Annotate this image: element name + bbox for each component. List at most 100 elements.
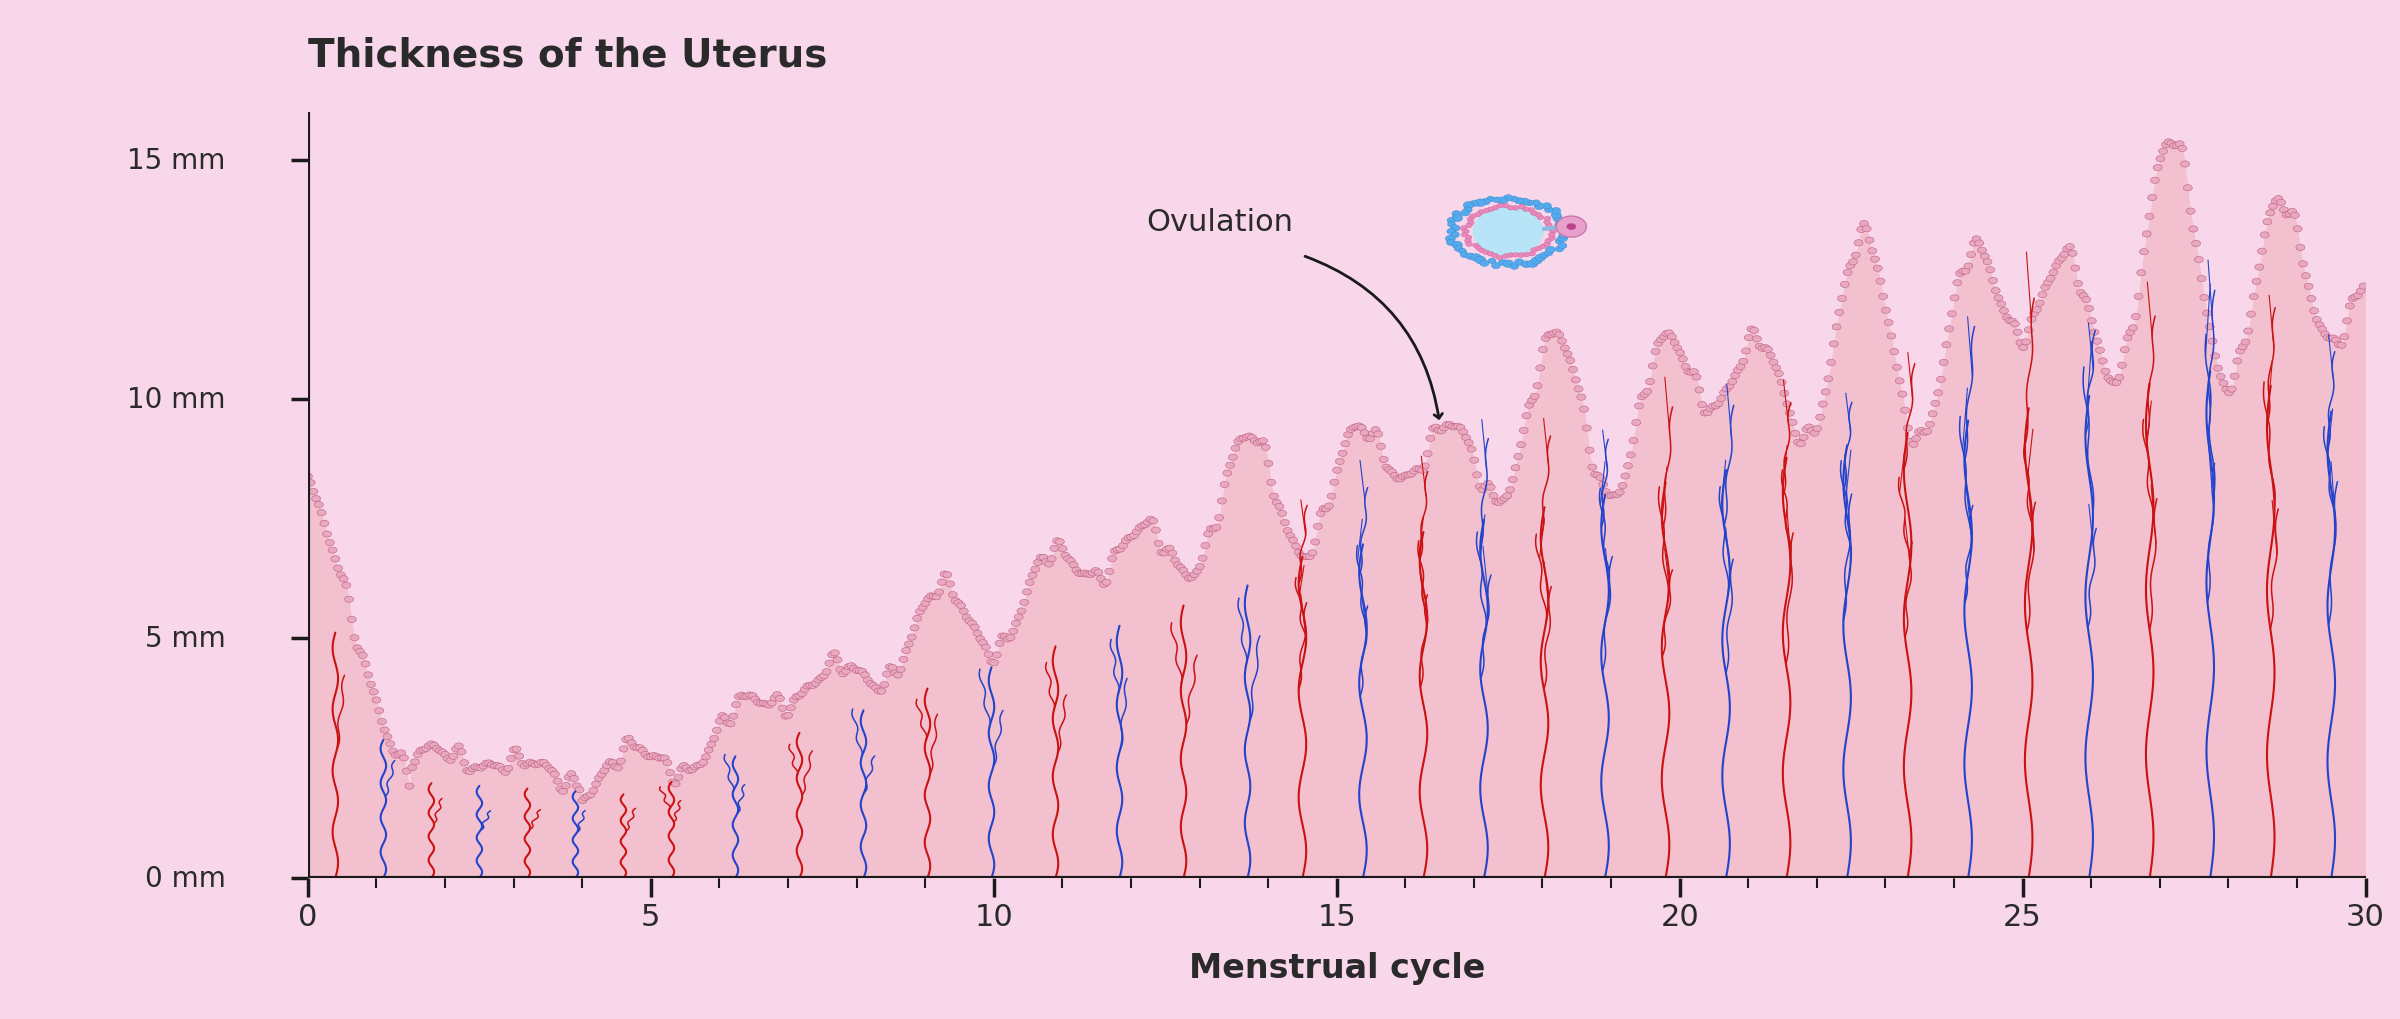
Circle shape xyxy=(2340,334,2350,340)
Circle shape xyxy=(511,746,521,752)
Circle shape xyxy=(1075,571,1082,577)
Circle shape xyxy=(818,674,828,680)
Circle shape xyxy=(413,752,422,758)
Circle shape xyxy=(1661,331,1670,337)
Circle shape xyxy=(1459,253,1469,259)
Circle shape xyxy=(2134,294,2143,301)
Circle shape xyxy=(341,583,350,589)
Circle shape xyxy=(1519,199,1529,206)
Circle shape xyxy=(1025,580,1034,586)
Circle shape xyxy=(504,765,514,771)
Circle shape xyxy=(1858,227,1865,233)
Circle shape xyxy=(2124,335,2131,341)
Circle shape xyxy=(1258,438,1267,444)
Text: 15 mm: 15 mm xyxy=(127,147,226,174)
Circle shape xyxy=(1637,394,1646,400)
Circle shape xyxy=(1594,473,1603,479)
Circle shape xyxy=(1937,377,1946,383)
Circle shape xyxy=(1507,477,1517,483)
Circle shape xyxy=(1577,394,1586,400)
Circle shape xyxy=(2201,296,2208,302)
Circle shape xyxy=(926,593,936,599)
Circle shape xyxy=(2081,298,2090,304)
Circle shape xyxy=(1574,386,1584,392)
Circle shape xyxy=(972,631,982,637)
Circle shape xyxy=(739,694,749,700)
Circle shape xyxy=(1560,345,1570,352)
Circle shape xyxy=(996,641,1003,647)
Circle shape xyxy=(1915,429,1922,436)
Circle shape xyxy=(1598,482,1608,488)
Circle shape xyxy=(2213,366,2222,372)
Circle shape xyxy=(1498,256,1502,261)
Circle shape xyxy=(461,760,468,766)
Circle shape xyxy=(1289,537,1298,544)
Circle shape xyxy=(1747,327,1757,333)
Circle shape xyxy=(1370,427,1380,433)
Circle shape xyxy=(1445,422,1454,428)
Circle shape xyxy=(2184,185,2191,192)
Circle shape xyxy=(1951,296,1958,302)
Circle shape xyxy=(1812,426,1822,432)
Circle shape xyxy=(1265,461,1272,467)
Circle shape xyxy=(1162,546,1171,552)
Circle shape xyxy=(1822,389,1831,395)
Circle shape xyxy=(814,677,823,684)
Circle shape xyxy=(1301,554,1308,560)
Circle shape xyxy=(1243,434,1250,441)
Circle shape xyxy=(482,760,490,766)
Circle shape xyxy=(1536,247,1541,252)
Circle shape xyxy=(1445,236,1454,243)
Circle shape xyxy=(350,635,360,641)
Circle shape xyxy=(1464,440,1474,446)
Circle shape xyxy=(1138,523,1147,529)
Circle shape xyxy=(1229,454,1238,461)
Circle shape xyxy=(1378,443,1385,450)
Circle shape xyxy=(638,748,648,754)
Circle shape xyxy=(2335,342,2342,348)
Circle shape xyxy=(684,767,694,774)
Circle shape xyxy=(682,765,691,771)
Circle shape xyxy=(1817,415,1824,421)
Circle shape xyxy=(758,700,768,706)
Circle shape xyxy=(418,747,427,753)
Circle shape xyxy=(643,754,653,760)
Circle shape xyxy=(396,750,406,756)
Circle shape xyxy=(538,759,545,765)
Circle shape xyxy=(389,748,398,754)
Circle shape xyxy=(1906,439,1915,445)
Circle shape xyxy=(1690,369,1699,376)
Circle shape xyxy=(948,592,958,598)
Circle shape xyxy=(1382,465,1392,471)
Circle shape xyxy=(490,763,499,769)
Circle shape xyxy=(1157,549,1166,556)
Circle shape xyxy=(847,663,857,669)
Circle shape xyxy=(1973,236,1980,243)
Circle shape xyxy=(1843,270,1853,276)
Circle shape xyxy=(607,759,617,766)
Circle shape xyxy=(1745,335,1754,341)
Circle shape xyxy=(2189,226,2198,233)
Circle shape xyxy=(1788,420,1798,426)
Circle shape xyxy=(1550,212,1562,219)
Circle shape xyxy=(1406,472,1416,478)
Circle shape xyxy=(403,768,410,774)
Circle shape xyxy=(468,765,478,771)
Circle shape xyxy=(989,660,998,666)
Circle shape xyxy=(1361,430,1368,436)
Circle shape xyxy=(432,746,442,752)
Circle shape xyxy=(2023,327,2033,333)
Circle shape xyxy=(2129,325,2138,331)
Circle shape xyxy=(1548,236,1555,242)
Circle shape xyxy=(492,763,502,769)
Circle shape xyxy=(746,692,754,698)
Circle shape xyxy=(1802,427,1812,433)
Circle shape xyxy=(1198,555,1207,561)
Circle shape xyxy=(2261,232,2268,238)
Circle shape xyxy=(1502,493,1512,499)
Circle shape xyxy=(430,743,439,749)
Circle shape xyxy=(1058,546,1068,552)
Circle shape xyxy=(2110,380,2119,386)
Circle shape xyxy=(1027,573,1037,579)
Circle shape xyxy=(826,660,833,666)
